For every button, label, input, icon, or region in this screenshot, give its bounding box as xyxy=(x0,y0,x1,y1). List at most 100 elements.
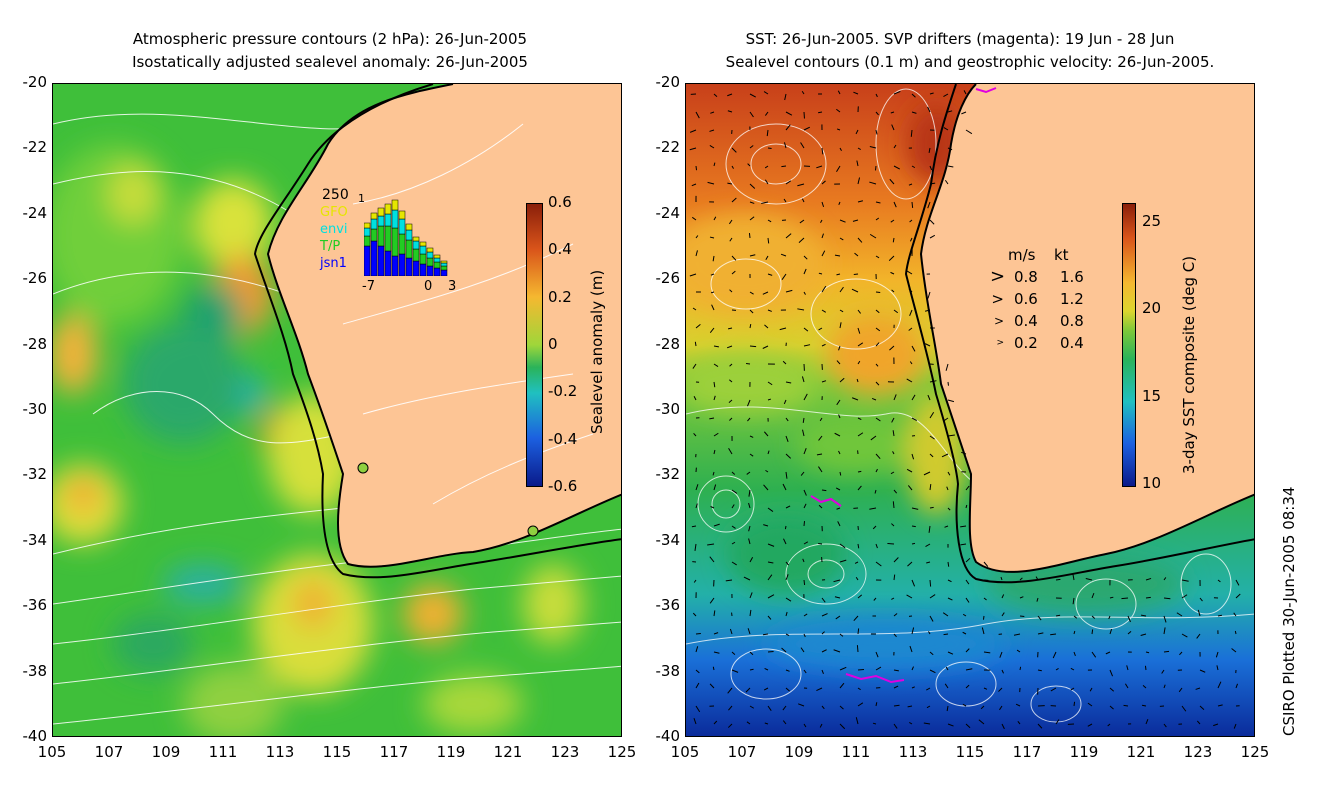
velocity-arrow xyxy=(836,165,841,172)
velocity-arrow xyxy=(709,145,715,149)
lon-tick-label: 113 xyxy=(898,743,928,761)
lon-tick-label: 121 xyxy=(493,743,523,761)
velocity-arrow xyxy=(785,505,791,509)
velocity-arrow xyxy=(763,524,769,527)
inset-x-tick: -7 xyxy=(362,279,375,294)
velocity-arrow xyxy=(837,90,841,95)
velocity-arrow xyxy=(962,703,967,707)
velocity-arrow xyxy=(875,217,880,221)
velocity-arrow xyxy=(911,345,916,352)
velocity-arrow xyxy=(766,129,769,137)
velocity-arrow xyxy=(1197,609,1201,617)
velocity-arrow xyxy=(821,233,824,239)
velocity-arrow xyxy=(692,612,697,617)
shark-bay xyxy=(289,254,308,299)
velocity-arrow xyxy=(891,597,895,600)
velocity-arrow xyxy=(747,399,751,407)
velocity-arrow xyxy=(748,502,751,509)
lon-tick-label: 117 xyxy=(1012,743,1042,761)
australia-land xyxy=(921,84,1254,572)
velocity-arrows xyxy=(689,90,1241,730)
velocity-arrow xyxy=(800,142,805,149)
velocity-arrow xyxy=(821,489,827,492)
velocity-arrow xyxy=(911,542,916,545)
velocity-arrow xyxy=(729,379,733,383)
velocity-arrow xyxy=(835,615,841,620)
velocity-scale-row: >0.6 1.2 xyxy=(990,288,1083,310)
velocity-arrow xyxy=(729,363,733,367)
velocity-arrow xyxy=(838,414,841,419)
velocity-arrow xyxy=(1036,597,1039,602)
velocity-arrow xyxy=(784,93,787,101)
mission-histogram-bar xyxy=(440,262,448,267)
velocity-arrow xyxy=(1109,596,1114,599)
velocity-arrow xyxy=(767,543,775,547)
velocity-arrow xyxy=(727,723,733,728)
velocity-arrow xyxy=(852,219,859,222)
velocity-arrow xyxy=(1181,594,1188,599)
velocity-arrow xyxy=(893,574,896,581)
mission-histogram-bar xyxy=(398,253,406,276)
velocity-arrow xyxy=(893,633,897,638)
velocity-arrow xyxy=(749,668,754,671)
velocity-arrow xyxy=(781,647,787,653)
velocity-arrow xyxy=(1052,651,1057,659)
mission-histogram-bar xyxy=(370,240,378,276)
velocity-scale-row: >0.8 1.6 xyxy=(990,266,1084,288)
velocity-arrow xyxy=(946,486,949,491)
mission-inset: 250 GFO envi T/P jsn1 1 -7 0 3 xyxy=(318,186,458,296)
velocity-arrow xyxy=(929,506,934,509)
velocity-arrow xyxy=(785,633,790,637)
velocity-arrow xyxy=(695,705,701,713)
mission-histogram-bar xyxy=(370,212,378,220)
velocity-arrow xyxy=(965,723,971,729)
velocity-arrow xyxy=(749,111,754,118)
mission-histogram-bar xyxy=(433,257,441,263)
lat-tick-label: -36 xyxy=(22,596,48,615)
velocity-arrow xyxy=(731,504,735,509)
velocity-arrow xyxy=(1235,593,1241,599)
velocity-arrow xyxy=(875,543,878,549)
velocity-arrow xyxy=(821,669,824,675)
velocity-arrow xyxy=(1017,721,1021,725)
velocity-arrow xyxy=(1163,684,1166,689)
velocity-arrow xyxy=(763,687,769,691)
velocity-arrow xyxy=(1145,651,1150,654)
velocity-arrow xyxy=(749,592,753,599)
velocity-arrow xyxy=(821,309,826,313)
velocity-arrow xyxy=(839,543,846,549)
velocity-arrow xyxy=(782,705,787,711)
velocity-arrow xyxy=(1127,631,1132,635)
velocity-arrow xyxy=(911,666,914,671)
velocity-arrow xyxy=(961,451,967,455)
velocity-arrow xyxy=(693,396,697,401)
colorbar-tick-label: 0.2 xyxy=(548,287,572,306)
velocity-arrow xyxy=(729,289,733,293)
velocity-arrow xyxy=(785,687,790,692)
velocity-arrow xyxy=(821,343,826,347)
velocity-arrow xyxy=(1073,630,1076,635)
velocity-arrow xyxy=(713,216,717,221)
velocity-arrow xyxy=(709,556,715,563)
mission-legend-item: jsn1 xyxy=(320,256,347,271)
velocity-arrow xyxy=(1055,614,1061,617)
velocity-arrow xyxy=(887,542,895,545)
mission-histogram-bar xyxy=(419,253,427,265)
velocity-arrow xyxy=(911,525,916,528)
velocity-arrow xyxy=(803,393,808,401)
velocity-arrow xyxy=(923,471,931,476)
velocity-arrow xyxy=(695,165,698,171)
velocity-arrow xyxy=(998,687,1003,692)
velocity-arrow xyxy=(1217,681,1222,689)
velocity-arrow xyxy=(1085,578,1093,581)
velocity-arrow xyxy=(869,181,877,185)
lon-tick-label: 125 xyxy=(1240,743,1270,761)
velocity-arrow xyxy=(713,93,718,98)
velocity-arrow xyxy=(891,124,895,131)
velocity-arrow xyxy=(709,327,715,333)
velocity-arrow xyxy=(816,453,823,456)
velocity-arrow xyxy=(1181,633,1188,638)
velocity-arrow xyxy=(906,378,913,383)
velocity-arrow xyxy=(763,484,769,491)
velocity-arrow xyxy=(926,687,931,691)
